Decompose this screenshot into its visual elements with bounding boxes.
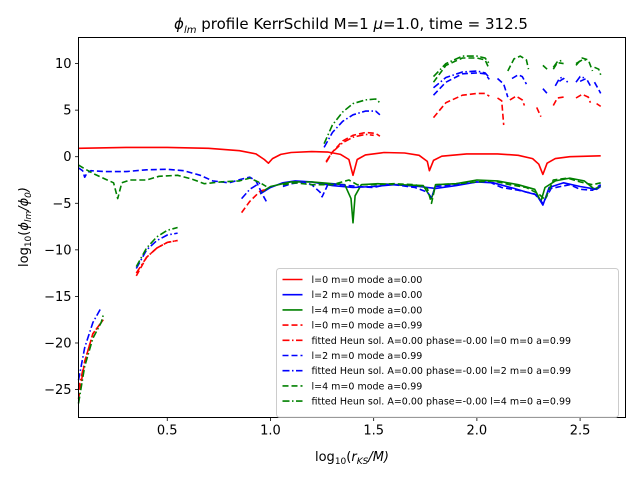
series-3-segment-1 <box>135 239 178 277</box>
y-tick-label: 10 <box>55 57 72 72</box>
legend-entry-label: fitted Heun sol. A=0.00 phase=-0.00 l=4 … <box>312 397 572 408</box>
series-3-segment-5 <box>497 97 505 126</box>
x-tick-label: 0.5 <box>157 424 178 439</box>
series-6-segment-5 <box>554 75 564 87</box>
series-7-segment-4 <box>542 64 548 70</box>
x-tick-label: 2.0 <box>467 424 488 439</box>
y-tick-label: −20 <box>44 336 71 351</box>
series-7-segment-5 <box>552 61 564 70</box>
legend-entry-label: fitted Heun sol. A=0.00 phase=-0.00 l=2 … <box>312 366 572 377</box>
series-6-segment-4 <box>432 70 490 89</box>
legend-entry-label: l=0 m=0 mode a=0.99 <box>312 321 423 332</box>
x-tick-label: 2.5 <box>570 424 591 439</box>
y-axis-ticks: 10 5 0 −5 −10 −15 −20 −25 <box>44 57 79 398</box>
series-8-segment-1 <box>135 226 178 267</box>
y-tick-label: 0 <box>63 150 71 165</box>
y-tick-label: −25 <box>44 383 71 398</box>
series-7-segment-2 <box>432 57 491 83</box>
series-4-segment-0 <box>77 322 102 390</box>
x-tick-label: 1.0 <box>260 424 281 439</box>
series-5-segment-6 <box>558 77 569 83</box>
series-7-segment-3 <box>507 55 530 72</box>
legend-box <box>276 268 619 418</box>
series-0-segment-0 <box>78 146 601 177</box>
y-tick-label: −15 <box>44 290 71 305</box>
series-3-segment-8 <box>552 96 564 106</box>
legend-entry-label: l=2 m=0 mode a=0.00 <box>312 290 423 301</box>
y-axis-label: log10(ϕlm/ϕ0) <box>17 187 34 267</box>
y-tick-label: −5 <box>52 197 71 212</box>
legend-entry-label: l=4 m=0 mode a=0.00 <box>312 305 423 316</box>
series-8-segment-4 <box>552 59 564 68</box>
chart-title: ϕlm profile KerrSchild M=1 μ=1.0, time =… <box>174 15 528 36</box>
series-3-segment-3 <box>325 131 381 163</box>
series-8-segment-0 <box>77 314 105 404</box>
series-7-segment-1 <box>282 177 601 205</box>
series-5-segment-8 <box>593 81 602 94</box>
series-6-segment-0 <box>77 307 102 381</box>
series-3-segment-10 <box>596 102 602 108</box>
series-4-segment-1 <box>135 239 178 274</box>
legend-entry-label: l=4 m=0 mode a=0.99 <box>312 381 423 392</box>
legend: l=0 m=0 mode a=0.00 l=2 m=0 mode a=0.00 l=… <box>276 268 619 418</box>
series-4-segment-2 <box>325 133 374 162</box>
series-5-segment-4 <box>511 74 528 85</box>
series-6-segment-6 <box>575 75 587 83</box>
series-3-segment-7 <box>535 107 542 118</box>
legend-entry-label: fitted Heun sol. A=0.00 phase=-0.00 l=0 … <box>312 336 572 347</box>
x-axis-label: log10(rKS/M) <box>315 450 389 467</box>
series-layer <box>77 55 602 404</box>
y-tick-label: −10 <box>44 243 71 258</box>
series-7-segment-0 <box>78 164 267 200</box>
series-8-segment-3 <box>432 55 490 78</box>
series-5-segment-7 <box>579 77 592 87</box>
x-axis-ticks: 0.5 1.0 1.5 2.0 2.5 <box>157 417 591 439</box>
series-7-segment-7 <box>594 66 602 76</box>
y-tick-label: 5 <box>63 104 71 119</box>
series-5-segment-3 <box>496 77 509 98</box>
series-5-segment-2 <box>432 72 490 96</box>
legend-entry-label: l=2 m=0 mode a=0.99 <box>312 351 423 362</box>
series-3-segment-9 <box>575 93 592 103</box>
series-6-segment-3 <box>323 110 381 148</box>
series-8-segment-2 <box>323 98 381 145</box>
legend-entry-label: l=0 m=0 mode a=0.00 <box>312 275 423 286</box>
series-8-segment-5 <box>575 59 589 65</box>
series-6-segment-1 <box>135 232 178 269</box>
series-6-segment-2 <box>240 182 261 200</box>
series-3-segment-2 <box>240 188 267 214</box>
series-5-segment-5 <box>542 88 548 94</box>
series-3-segment-6 <box>509 95 526 106</box>
x-tick-label: 1.5 <box>363 424 384 439</box>
